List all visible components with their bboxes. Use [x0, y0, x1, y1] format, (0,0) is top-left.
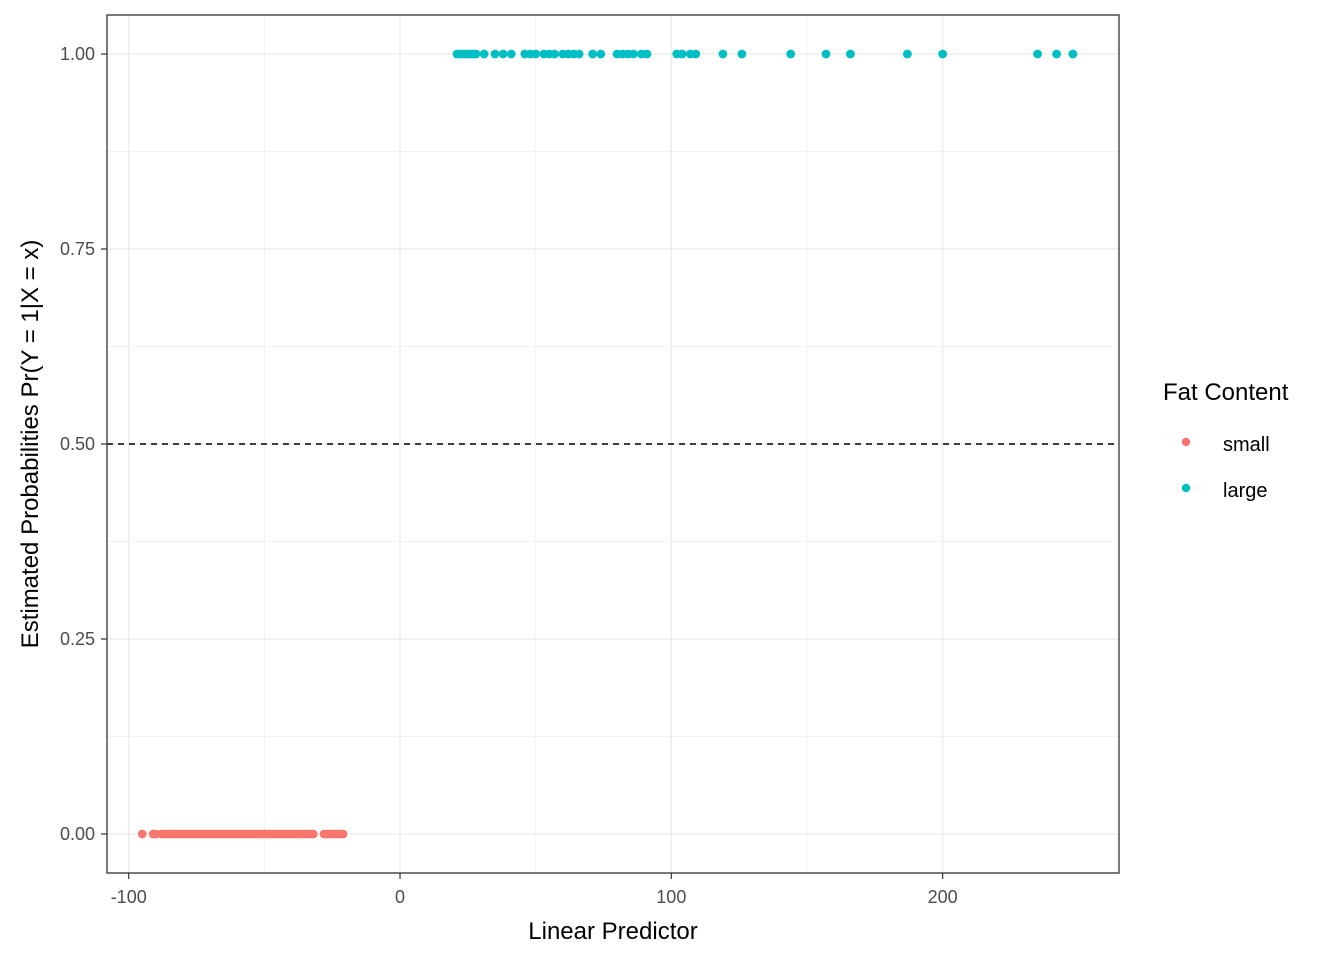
legend-label-large: large [1223, 480, 1267, 502]
point-large [531, 49, 541, 59]
point-large [628, 49, 638, 59]
legend-key-large [1181, 483, 1191, 493]
point-large [1033, 49, 1043, 59]
point-large [642, 49, 652, 59]
y-tick-label: 0.75 [60, 239, 95, 259]
point-large [498, 49, 508, 59]
point-large [588, 49, 598, 59]
x-tick-label: 200 [928, 887, 958, 907]
point-large [821, 49, 831, 59]
point-small [308, 829, 318, 839]
point-large [902, 49, 912, 59]
point-large [691, 49, 701, 59]
point-large [479, 49, 489, 59]
point-large [490, 49, 500, 59]
point-large [786, 49, 796, 59]
y-tick-label: 1.00 [60, 44, 95, 64]
point-large [845, 49, 855, 59]
x-tick-label: 0 [395, 887, 405, 907]
y-tick-label: 0.25 [60, 629, 95, 649]
x-tick-label: 100 [656, 887, 686, 907]
y-axis-title: Estimated Probabilities Pr(Y = 1|X = x) [17, 240, 44, 649]
y-tick-label: 0.00 [60, 824, 95, 844]
y-tick-label: 0.50 [60, 434, 95, 454]
point-large [1052, 49, 1061, 59]
legend-title: Fat Content [1163, 379, 1289, 406]
legend-key-small [1181, 437, 1191, 447]
x-tick-label: -100 [111, 887, 147, 907]
legend-label-small: small [1223, 434, 1270, 456]
point-small [338, 829, 348, 839]
data-points [137, 49, 1078, 839]
x-axis-title: Linear Predictor [528, 918, 697, 945]
point-large [737, 49, 747, 59]
point-large [471, 49, 481, 59]
point-large [1068, 49, 1078, 59]
point-large [574, 49, 584, 59]
axis-ticks: -100 0 100 200 0.00 0.25 0.50 0.75 1.00 [60, 44, 958, 907]
legend: Fat Content small large [1163, 379, 1289, 502]
point-small [137, 829, 147, 839]
point-large [550, 49, 560, 59]
point-large [718, 49, 728, 59]
point-large [938, 49, 948, 59]
point-large [677, 49, 687, 59]
point-large [506, 49, 516, 59]
point-large [596, 49, 606, 59]
